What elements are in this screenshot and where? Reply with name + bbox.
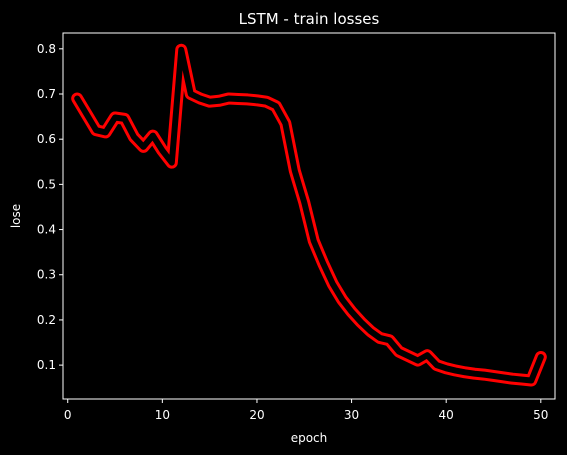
x-tick-label: 20 [249, 408, 264, 422]
y-tick-label: 0.5 [37, 177, 56, 191]
x-tick-label: 40 [439, 408, 454, 422]
y-tick-label: 0.2 [37, 313, 56, 327]
y-tick-label: 0.1 [37, 358, 56, 372]
x-tick-label: 30 [344, 408, 359, 422]
series-layer [71, 43, 547, 387]
train-loss-line-inner [74, 46, 544, 384]
y-tick-label: 0.8 [37, 42, 56, 56]
x-axis-ticks: 0 10 20 30 40 50 [64, 399, 548, 422]
x-axis-label: epoch [291, 431, 328, 445]
y-tick-label: 0.3 [37, 268, 56, 282]
x-tick-label: 0 [64, 408, 72, 422]
y-axis-label: lose [9, 204, 23, 228]
y-tick-label: 0.7 [37, 87, 56, 101]
x-tick-label: 50 [533, 408, 548, 422]
y-tick-label: 0.6 [37, 132, 56, 146]
y-tick-label: 0.4 [37, 223, 56, 237]
chart-title: LSTM - train losses [239, 10, 380, 28]
plot-frame [62, 32, 556, 400]
y-axis-ticks: 0.1 0.2 0.3 0.4 0.5 0.6 0.7 0.8 [37, 42, 63, 372]
x-tick-label: 10 [155, 408, 170, 422]
